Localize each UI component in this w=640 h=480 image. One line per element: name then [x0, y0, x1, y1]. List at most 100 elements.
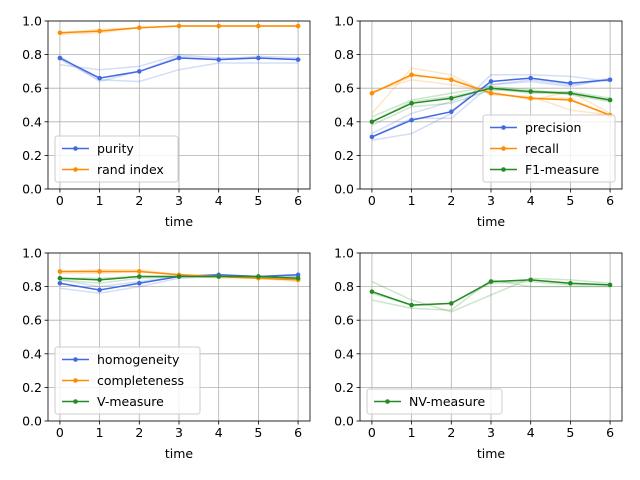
data-point	[97, 287, 102, 293]
data-point	[568, 80, 573, 86]
x-tick-label: 1	[408, 425, 416, 440]
data-point	[568, 97, 573, 103]
data-point	[449, 95, 454, 101]
data-point	[409, 302, 414, 308]
data-point	[137, 269, 142, 274]
data-point	[295, 23, 301, 29]
x-tick-label: 3	[175, 425, 183, 440]
data-point	[409, 101, 414, 106]
subplot-3: 0 1 2 3 4 5 6 0.0 0.2 0.4 0.6 0.8 1.0 time homogeneity…	[22, 246, 311, 461]
y-tick-label: 0.0	[334, 414, 354, 429]
data-point	[137, 25, 142, 31]
y-tick-label: 1.0	[22, 14, 42, 29]
x-tick-label: 6	[606, 425, 614, 440]
legend-box	[482, 114, 616, 183]
data-point	[528, 89, 533, 94]
x-tick-label: 6	[606, 193, 614, 208]
y-tick-label: 0.8	[334, 279, 354, 294]
y-tick-label: 1.0	[334, 246, 354, 261]
y-tick-label: 0.6	[334, 313, 354, 328]
data-point	[57, 30, 63, 36]
x-tick-label: 5	[254, 425, 262, 440]
legend-marker	[501, 167, 506, 172]
x-tick-label: 6	[294, 193, 302, 208]
data-point	[488, 279, 494, 284]
y-tick-label: 0.0	[334, 182, 354, 197]
data-point	[369, 289, 375, 294]
data-point	[176, 55, 182, 61]
x-tick-label: 1	[96, 425, 104, 440]
run-line	[371, 74, 611, 142]
data-point	[568, 280, 573, 286]
x-tick-label: 4	[215, 425, 223, 440]
x-tick-label: 2	[447, 193, 455, 208]
x-tick-label: 0	[368, 425, 376, 440]
data-point	[256, 23, 261, 29]
legend-label: F1-measure	[525, 162, 599, 177]
legend: NV-measure	[366, 388, 503, 415]
x-tick-label: 2	[447, 425, 455, 440]
y-tick-label: 0.0	[22, 182, 42, 197]
data-point	[137, 274, 142, 279]
data-point	[607, 282, 613, 288]
data-point	[369, 134, 375, 140]
data-point	[295, 57, 301, 62]
legend-box	[54, 346, 201, 415]
y-tick-label: 0.2	[22, 148, 42, 163]
y-tick-label: 1.0	[334, 14, 354, 29]
legend-label: homogeneity	[97, 352, 180, 367]
legend-label: recall	[525, 141, 559, 156]
x-tick-label: 1	[96, 193, 104, 208]
y-tick-label: 0.6	[334, 81, 354, 96]
x-tick-label: 4	[527, 193, 535, 208]
x-tick-label: 3	[487, 425, 495, 440]
legend-label: NV-measure	[409, 394, 486, 409]
data-point	[216, 23, 221, 29]
data-point	[449, 301, 454, 306]
y-tick-label: 0.8	[22, 47, 42, 62]
run-line	[371, 77, 611, 135]
data-point	[97, 277, 102, 283]
legend-box	[366, 388, 503, 415]
legend-label: completeness	[97, 373, 184, 388]
legend-marker	[73, 146, 78, 151]
data-point	[176, 274, 182, 279]
data-point	[97, 28, 102, 34]
x-axis-label: time	[165, 446, 194, 461]
data-point	[449, 77, 454, 83]
x-axis-label: time	[477, 446, 506, 461]
data-point	[216, 57, 221, 62]
y-tick-label: 0.0	[22, 414, 42, 429]
y-tick-label: 0.8	[334, 47, 354, 62]
data-point	[295, 272, 301, 278]
data-point	[488, 85, 494, 91]
y-tick-label: 0.4	[334, 346, 354, 361]
x-axis-label: time	[477, 214, 506, 229]
y-tick-label: 1.0	[22, 246, 42, 261]
x-tick-label: 3	[487, 193, 495, 208]
data-lines	[57, 23, 301, 83]
y-tick-label: 0.2	[334, 380, 354, 395]
data-point	[488, 79, 494, 84]
data-point	[369, 90, 375, 96]
y-tick-label: 0.4	[334, 114, 354, 129]
x-tick-label: 1	[408, 193, 416, 208]
x-tick-label: 0	[56, 193, 64, 208]
legend-marker	[73, 167, 78, 172]
x-tick-label: 2	[135, 193, 143, 208]
x-tick-label: 5	[566, 425, 574, 440]
y-tick-label: 0.2	[22, 380, 42, 395]
data-point	[528, 75, 533, 81]
legend-box	[54, 135, 179, 183]
data-point	[528, 95, 533, 101]
legend: purity rand index	[54, 135, 179, 183]
data-point	[57, 269, 63, 274]
x-tick-label: 0	[368, 193, 376, 208]
data-point	[488, 90, 494, 96]
x-axis-label: time	[165, 214, 194, 229]
data-point	[369, 119, 375, 125]
data-point	[295, 275, 301, 281]
data-point	[449, 109, 454, 115]
data-point	[176, 23, 182, 29]
